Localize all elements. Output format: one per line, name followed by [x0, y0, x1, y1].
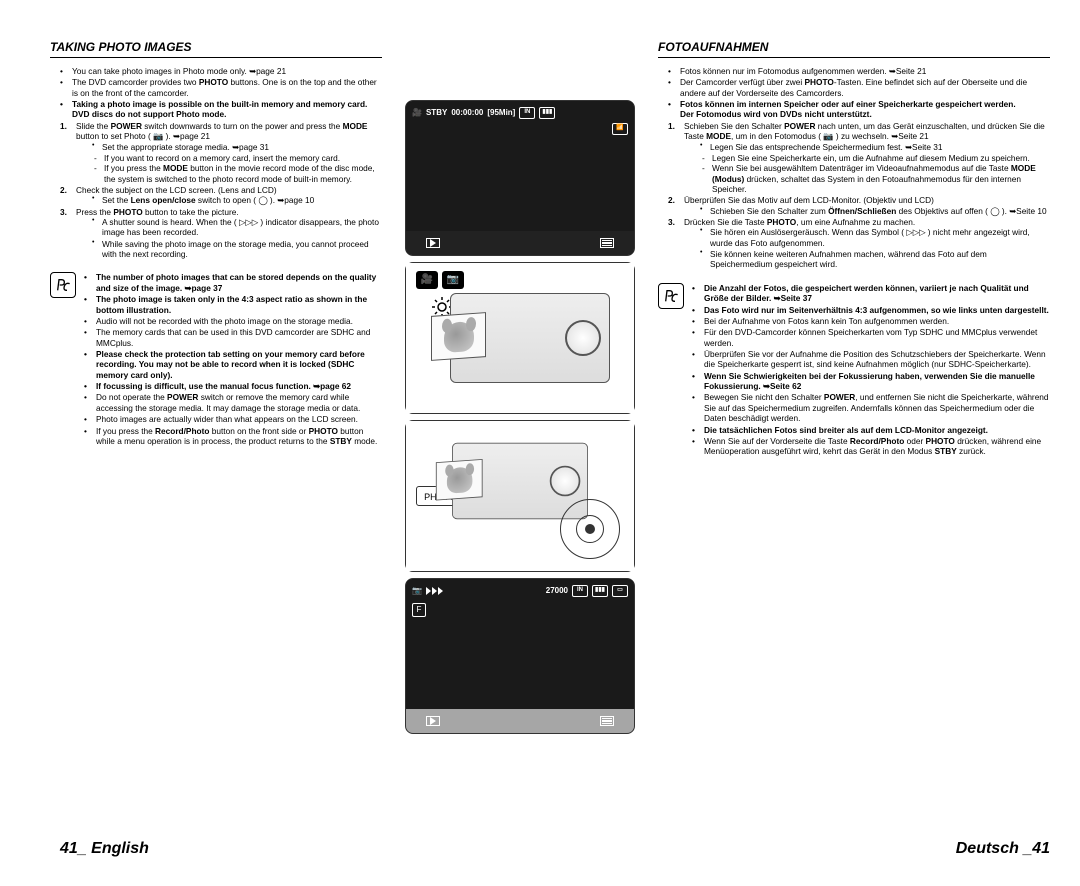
note-item: Wenn Sie Schwierigkeiten bei der Fokussi… — [692, 371, 1050, 392]
dash-item: Legen Sie eine Speicherkarte ein, um die… — [702, 153, 1050, 163]
english-column: TAKING PHOTO IMAGES You can take photo i… — [50, 40, 390, 856]
movie-mode-icon: 🎥 — [416, 271, 438, 289]
note-item: Do not operate the POWER switch or remov… — [84, 392, 382, 413]
in-badge: IN — [519, 107, 535, 119]
note-item: If focussing is difficult, use the manua… — [84, 381, 382, 391]
left-heading: TAKING PHOTO IMAGES — [50, 40, 382, 58]
note-item: Bewegen Sie nicht den Schalter POWER, un… — [692, 392, 1050, 423]
figure-camera-mode: 🎥 📷 — [405, 262, 635, 414]
sub-item: Schieben Sie den Schalter zum Öffnen/Sch… — [700, 206, 1050, 216]
note-item: Audio will not be recorded with the phot… — [84, 316, 382, 326]
sub-item: Sie können keine weiteren Aufnahmen mach… — [700, 249, 1050, 270]
right-steps: Schieben Sie den Schalter POWER nach unt… — [658, 121, 1050, 271]
dog-subject-icon — [446, 466, 472, 493]
battery-icon: ▮▮▮ — [592, 585, 608, 597]
figure-lcd-stby: 🎥 STBY 00:00:00 [95Min] IN ▮▮▮ 📶 — [405, 100, 635, 256]
note-icon — [50, 272, 76, 298]
right-intro-list: Fotos können nur im Fotomodus aufgenomme… — [658, 66, 1050, 121]
quality-icon: 📶 — [612, 123, 628, 135]
note-item: Bei der Aufnahme von Fotos kann kein Ton… — [692, 316, 1050, 326]
sub-item: Sie hören ein Auslösergeräusch. Wenn das… — [700, 227, 1050, 248]
intro-item-bold: Taking a photo image is possible on the … — [60, 99, 382, 120]
left-notes: The number of photo images that can be s… — [84, 272, 382, 447]
note-item: Überprüfen Sie vor der Aufnahme die Posi… — [692, 349, 1050, 370]
intro-item: Fotos können nur im Fotomodus aufgenomme… — [668, 66, 1050, 76]
in-badge: IN — [572, 585, 588, 597]
battery-icon: ▮▮▮ — [539, 107, 555, 119]
sub-item: Legen Sie das entsprechende Speichermedi… — [700, 142, 1050, 152]
step-1: Schieben Sie den Schalter POWER nach unt… — [668, 121, 1050, 195]
menu-icon — [600, 716, 614, 726]
note-item: The photo image is taken only in the 4:3… — [84, 294, 382, 315]
note-item: The number of photo images that can be s… — [84, 272, 382, 293]
play-icon — [426, 238, 440, 248]
figure-photo-button: PHOTO — [405, 420, 635, 572]
photo-mode-icon: 📷 — [442, 271, 464, 289]
dash-item: Wenn Sie bei ausgewähltem Datenträger im… — [702, 163, 1050, 194]
intro-item: The DVD camcorder provides two PHOTO but… — [60, 77, 382, 98]
note-item: Die Anzahl der Fotos, die gespeichert we… — [692, 283, 1050, 304]
note-item: Für den DVD-Camcorder können Speicherkar… — [692, 327, 1050, 348]
right-note-block: Die Anzahl der Fotos, die gespeichert we… — [658, 283, 1050, 458]
right-heading: FOTOAUFNAHMEN — [658, 40, 1050, 58]
count-label: 27000 — [546, 586, 568, 596]
dog-subject-icon — [444, 320, 474, 352]
intro-item: You can take photo images in Photo mode … — [60, 66, 382, 76]
german-column: FOTOAUFNAHMEN Fotos können nur im Fotomo… — [650, 40, 1050, 856]
left-steps: Slide the POWER switch downwards to turn… — [50, 121, 382, 261]
figure-lcd-recording: 📷 27000 IN ▮▮▮ ▭ F — [405, 578, 635, 734]
f-badge: F — [412, 603, 426, 617]
step-2: Überprüfen Sie das Motiv auf dem LCD-Mon… — [668, 195, 1050, 216]
photo-icon: 📷 — [412, 586, 422, 596]
remain-label: [95Min] — [487, 108, 515, 118]
record-button-detail — [560, 499, 620, 559]
note-item: Please check the protection tab setting … — [84, 349, 382, 380]
footer-left: 41_ English — [60, 840, 149, 858]
figures-column: 🎥 STBY 00:00:00 [95Min] IN ▮▮▮ 📶 🎥 📷 — [390, 40, 650, 856]
intro-item-bold: Fotos können im internen Speicher oder a… — [668, 99, 1050, 120]
left-note-block: The number of photo images that can be s… — [50, 272, 382, 447]
note-item: The memory cards that can be used in thi… — [84, 327, 382, 348]
lens-icon — [565, 320, 601, 356]
footer-right: Deutsch _41 — [956, 840, 1050, 858]
sub-item: While saving the photo image on the stor… — [92, 239, 382, 260]
sub-item: Set the appropriate storage media. ➥page… — [92, 142, 382, 152]
step-3: Drücken Sie die Taste PHOTO, um eine Auf… — [668, 217, 1050, 270]
lens-icon — [550, 466, 581, 497]
step-2: Check the subject on the LCD screen. (Le… — [60, 185, 382, 206]
dash-item: If you press the MODE button in the movi… — [94, 163, 382, 184]
camcorder-icon: 🎥 — [412, 108, 422, 118]
sub-item: Set the Lens open/close switch to open (… — [92, 195, 382, 205]
note-icon — [658, 283, 684, 309]
note-item: Die tatsächlichen Fotos sind breiter als… — [692, 425, 1050, 435]
stby-label: STBY — [426, 108, 447, 118]
note-item: If you press the Record/Photo button on … — [84, 426, 382, 447]
right-notes: Die Anzahl der Fotos, die gespeichert we… — [692, 283, 1050, 458]
time-label: 00:00:00 — [451, 108, 483, 118]
note-item: Photo images are actually wider than wha… — [84, 414, 382, 424]
play-icon — [426, 716, 440, 726]
note-item: Das Foto wird nur im Seitenverhältnis 4:… — [692, 305, 1050, 315]
intro-item: Der Camcorder verfügt über zwei PHOTO-Ta… — [668, 77, 1050, 98]
sub-item: A shutter sound is heard. When the ( ▷▷▷… — [92, 217, 382, 238]
step-3: Press the PHOTO button to take the pictu… — [60, 207, 382, 260]
manual-page: TAKING PHOTO IMAGES You can take photo i… — [0, 0, 1080, 886]
step-1: Slide the POWER switch downwards to turn… — [60, 121, 382, 184]
camcorder-illustration — [450, 293, 610, 383]
menu-icon — [600, 238, 614, 248]
left-intro-list: You can take photo images in Photo mode … — [50, 66, 382, 121]
size-icon: ▭ — [612, 585, 628, 597]
note-item: Wenn Sie auf der Vorderseite die Taste R… — [692, 436, 1050, 457]
forward-icon — [426, 587, 443, 595]
dash-item: If you want to record on a memory card, … — [94, 153, 382, 163]
